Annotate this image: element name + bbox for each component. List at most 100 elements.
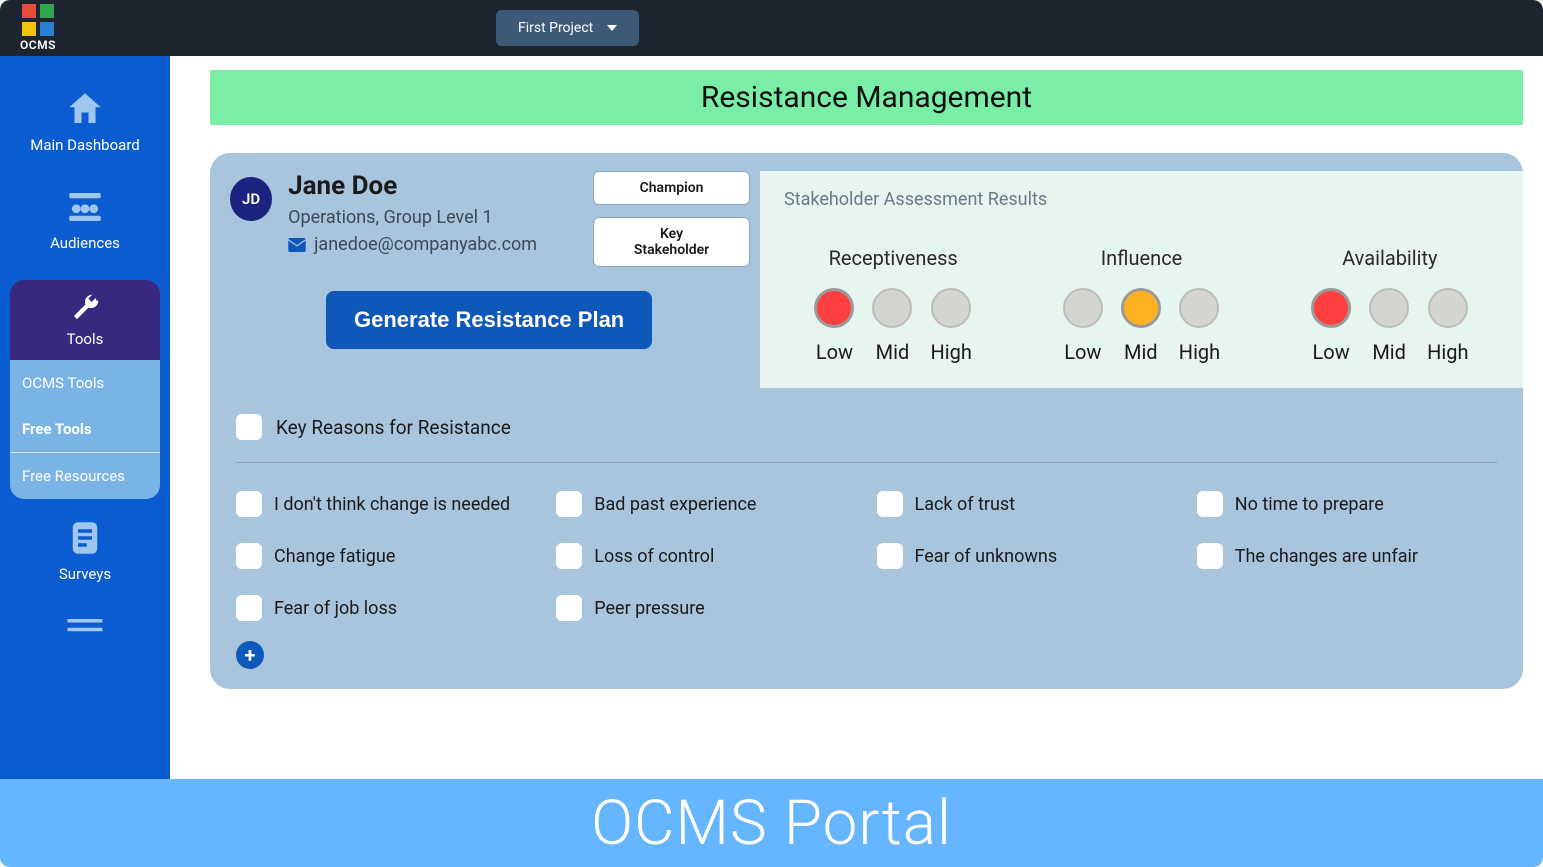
sidebar: Main Dashboard Audiences Tools OCMS Tool… bbox=[0, 56, 170, 791]
avatar: JD bbox=[230, 177, 272, 221]
profile-block: JD Jane Doe Operations, Group Level 1 ja… bbox=[230, 171, 750, 267]
sidebar-item-label: Surveys bbox=[59, 565, 111, 583]
profile-name: Jane Doe bbox=[288, 171, 537, 201]
assessment-dot[interactable] bbox=[1063, 288, 1103, 328]
reason-checkbox[interactable] bbox=[236, 595, 262, 621]
assessment-dot[interactable] bbox=[1311, 288, 1351, 328]
profile-email: janedoe@companyabc.com bbox=[314, 234, 537, 255]
metric-availability: Availability Low Mid High bbox=[1311, 246, 1468, 364]
project-selector[interactable]: First Project bbox=[496, 10, 639, 46]
more-icon bbox=[64, 605, 106, 647]
sidebar-item-audiences[interactable]: Audiences bbox=[0, 168, 170, 266]
assessment-dot[interactable] bbox=[1121, 288, 1161, 328]
sidebar-item-dashboard[interactable]: Main Dashboard bbox=[0, 70, 170, 168]
reason-checkbox[interactable] bbox=[236, 543, 262, 569]
assessment-dot-label: Low bbox=[816, 340, 853, 364]
add-reason-button[interactable]: + bbox=[236, 641, 264, 669]
metric-influence: Influence Low Mid High bbox=[1063, 246, 1220, 364]
home-icon bbox=[64, 88, 106, 130]
assessment-dot[interactable] bbox=[872, 288, 912, 328]
assessment-dot-label: Low bbox=[1064, 340, 1101, 364]
mail-icon bbox=[288, 238, 306, 252]
wrench-icon bbox=[69, 292, 101, 324]
sidebar-item-label: Tools bbox=[67, 330, 104, 348]
reason-checkbox[interactable] bbox=[1197, 543, 1223, 569]
audiences-icon bbox=[64, 186, 106, 228]
reasons-header-checkbox[interactable] bbox=[236, 414, 262, 440]
reason-item: The changes are unfair bbox=[1197, 543, 1497, 569]
reason-checkbox[interactable] bbox=[877, 543, 903, 569]
metric-label: Influence bbox=[1063, 246, 1220, 270]
assessment-dot-label: Low bbox=[1313, 340, 1350, 364]
reasons-header-label: Key Reasons for Resistance bbox=[276, 416, 511, 439]
chevron-down-icon bbox=[607, 25, 617, 31]
assessment-dot-label: Mid bbox=[1372, 340, 1406, 364]
brand-logo[interactable]: OCMS bbox=[20, 4, 56, 52]
reason-label: Peer pressure bbox=[594, 598, 704, 619]
reason-label: I don't think change is needed bbox=[274, 494, 510, 515]
reason-label: Change fatigue bbox=[274, 546, 395, 567]
sidebar-item-label: Audiences bbox=[50, 234, 120, 252]
reason-checkbox[interactable] bbox=[556, 543, 582, 569]
reason-label: Fear of unknowns bbox=[915, 546, 1058, 567]
tools-submenu: OCMS Tools Free Tools Free Resources bbox=[10, 360, 160, 499]
assessment-dot[interactable] bbox=[814, 288, 854, 328]
assessment-dot[interactable] bbox=[931, 288, 971, 328]
profile-email-row[interactable]: janedoe@companyabc.com bbox=[288, 234, 537, 255]
content-area: Resistance Management JD Jane Doe Operat… bbox=[170, 56, 1543, 791]
reason-checkbox[interactable] bbox=[556, 595, 582, 621]
logo-icon bbox=[22, 4, 54, 36]
tag-champion[interactable]: Champion bbox=[593, 171, 750, 205]
assessment-dot[interactable] bbox=[1428, 288, 1468, 328]
assessment-dot-label: High bbox=[1427, 340, 1468, 364]
reason-label: Loss of control bbox=[594, 546, 714, 567]
reason-item: Change fatigue bbox=[236, 543, 536, 569]
reason-label: Lack of trust bbox=[915, 494, 1016, 515]
reason-item: Fear of job loss bbox=[236, 595, 536, 621]
assessment-dot[interactable] bbox=[1179, 288, 1219, 328]
metric-label: Receptiveness bbox=[814, 246, 971, 270]
submenu-ocms-tools[interactable]: OCMS Tools bbox=[10, 360, 160, 406]
profile-role: Operations, Group Level 1 bbox=[288, 207, 537, 228]
resistance-card: JD Jane Doe Operations, Group Level 1 ja… bbox=[210, 153, 1523, 689]
reason-item: Peer pressure bbox=[556, 595, 856, 621]
assessment-dot-label: High bbox=[930, 340, 971, 364]
sidebar-item-tools[interactable]: Tools bbox=[10, 280, 160, 360]
assessment-dot[interactable] bbox=[1369, 288, 1409, 328]
reason-label: Fear of job loss bbox=[274, 598, 397, 619]
sidebar-item-more[interactable] bbox=[0, 597, 170, 655]
reason-label: Bad past experience bbox=[594, 494, 756, 515]
reason-checkbox[interactable] bbox=[877, 491, 903, 517]
topbar: OCMS First Project bbox=[0, 0, 1543, 56]
profile-tags: Champion Key Stakeholder bbox=[593, 171, 750, 267]
reason-item: Fear of unknowns bbox=[877, 543, 1177, 569]
reason-item: I don't think change is needed bbox=[236, 491, 536, 517]
surveys-icon bbox=[64, 517, 106, 559]
reason-item: Loss of control bbox=[556, 543, 856, 569]
reason-checkbox[interactable] bbox=[556, 491, 582, 517]
reason-checkbox[interactable] bbox=[1197, 491, 1223, 517]
assessment-panel: Stakeholder Assessment Results Receptive… bbox=[760, 171, 1523, 388]
footer-banner: OCMS Portal bbox=[0, 779, 1543, 867]
assessment-dot-label: Mid bbox=[1124, 340, 1158, 364]
submenu-free-tools[interactable]: Free Tools bbox=[10, 406, 160, 453]
reason-label: No time to prepare bbox=[1235, 494, 1384, 515]
assessment-dot-label: High bbox=[1179, 340, 1220, 364]
generate-resistance-plan-button[interactable]: Generate Resistance Plan bbox=[326, 291, 652, 349]
reasons-header: Key Reasons for Resistance bbox=[236, 414, 1497, 463]
metric-label: Availability bbox=[1311, 246, 1468, 270]
project-selector-label: First Project bbox=[518, 20, 593, 36]
brand-name: OCMS bbox=[20, 38, 56, 52]
sidebar-item-surveys[interactable]: Surveys bbox=[0, 499, 170, 597]
reason-item: No time to prepare bbox=[1197, 491, 1497, 517]
metric-receptiveness: Receptiveness Low Mid High bbox=[814, 246, 971, 364]
tag-key-stakeholder[interactable]: Key Stakeholder bbox=[593, 217, 750, 267]
reason-item: Lack of trust bbox=[877, 491, 1177, 517]
reason-checkbox[interactable] bbox=[236, 491, 262, 517]
assessment-dot-label: Mid bbox=[876, 340, 910, 364]
sidebar-item-label: Main Dashboard bbox=[30, 136, 139, 154]
reason-label: The changes are unfair bbox=[1235, 546, 1418, 567]
reasons-section: Key Reasons for Resistance I don't think… bbox=[210, 414, 1523, 621]
assessment-title: Stakeholder Assessment Results bbox=[784, 189, 1499, 210]
submenu-free-resources[interactable]: Free Resources bbox=[10, 453, 160, 499]
